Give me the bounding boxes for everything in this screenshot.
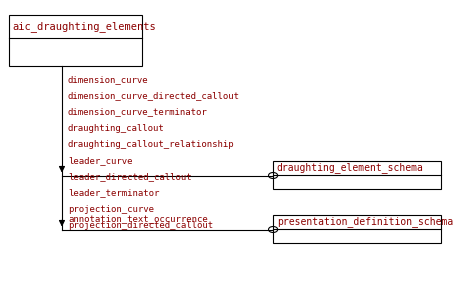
Text: aic_draughting_elements: aic_draughting_elements xyxy=(13,21,157,32)
Text: leader_directed_callout: leader_directed_callout xyxy=(68,172,191,181)
Text: dimension_curve_directed_callout: dimension_curve_directed_callout xyxy=(68,91,240,100)
Text: projection_directed_callout: projection_directed_callout xyxy=(68,221,213,230)
Bar xyxy=(9,15,142,66)
Text: dimension_curve_terminator: dimension_curve_terminator xyxy=(68,107,207,116)
Text: leader_curve: leader_curve xyxy=(68,156,133,165)
Text: draughting_callout: draughting_callout xyxy=(68,124,165,133)
Text: leader_terminator: leader_terminator xyxy=(68,188,159,197)
Text: draughting_element_schema: draughting_element_schema xyxy=(277,162,424,173)
Bar xyxy=(273,214,441,243)
Text: annotation_text_occurrence: annotation_text_occurrence xyxy=(68,214,207,224)
Text: projection_curve: projection_curve xyxy=(68,205,154,214)
Text: dimension_curve: dimension_curve xyxy=(68,75,149,84)
Bar xyxy=(273,160,441,189)
Text: presentation_definition_schema: presentation_definition_schema xyxy=(277,216,453,227)
Text: draughting_callout_relationship: draughting_callout_relationship xyxy=(68,140,235,149)
